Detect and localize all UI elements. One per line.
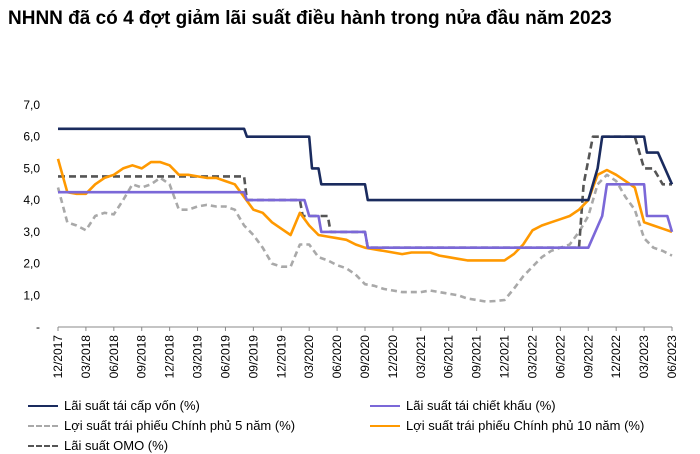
y-tick-label: 3,0 xyxy=(23,225,40,239)
x-tick-label: 12/2017 xyxy=(51,335,65,379)
legend-swatch-omo-rate xyxy=(28,444,58,447)
legend-swatch-bond-5y xyxy=(28,424,58,427)
x-tick-label: 03/2021 xyxy=(414,335,428,379)
series-line-2 xyxy=(56,173,673,303)
y-tick-label: 4,0 xyxy=(23,193,40,207)
legend-label-refinancing-rate: Lãi suất tái cấp vốn (%) xyxy=(64,398,200,413)
x-tick-label: 12/2020 xyxy=(386,335,400,379)
x-tick-label: 03/2019 xyxy=(191,335,205,379)
y-tick-label: - xyxy=(36,320,40,334)
line-chart: 7,0 6,0 5,0 4,0 3,0 2,0 1,0 -12/2017 03/2018 06/2… xyxy=(23,98,679,379)
x-tick-label: 12/2022 xyxy=(609,335,623,379)
legend-swatch-bond-10y xyxy=(370,424,400,427)
x-tick-label: 09/2022 xyxy=(581,335,595,379)
legend-item-bond-5y: Lợi suất trái phiếu Chính phủ 5 năm (%) xyxy=(28,418,295,433)
x-tick-label: 12/2019 xyxy=(274,335,288,379)
series-line-0 xyxy=(58,127,674,202)
series-line-1 xyxy=(58,183,674,249)
x-tick-label: 03/2020 xyxy=(302,335,316,379)
x-tick-label: 03/2022 xyxy=(525,335,539,379)
legend-label-discount-rate: Lãi suất tái chiết khấu (%) xyxy=(406,398,556,413)
x-tick-label: 12/2018 xyxy=(163,335,177,379)
x-tick-label: 06/2020 xyxy=(330,335,344,379)
legend-swatch-discount-rate xyxy=(370,404,400,407)
series-line-3 xyxy=(56,158,673,262)
legend-label-bond-10y: Lợi suất trái phiếu Chính phủ 10 năm (%) xyxy=(406,418,645,433)
x-tick-label: 06/2019 xyxy=(218,335,232,379)
x-tick-label: 03/2018 xyxy=(79,335,93,379)
x-tick-label: 09/2021 xyxy=(470,335,484,379)
y-tick-label: 7,0 xyxy=(23,98,40,112)
x-tick-label: 09/2019 xyxy=(246,335,260,379)
legend-item-bond-10y: Lợi suất trái phiếu Chính phủ 10 năm (%) xyxy=(370,418,644,433)
legend-item-refinancing-rate: Lãi suất tái cấp vốn (%) xyxy=(28,398,200,413)
legend-label-omo-rate: Lãi suất OMO (%) xyxy=(64,438,169,453)
x-tick-label: 03/2023 xyxy=(637,335,651,379)
x-tick-label: 06/2021 xyxy=(442,335,456,379)
y-tick-label: 1,0 xyxy=(23,288,40,302)
legend-item-discount-rate: Lãi suất tái chiết khấu (%) xyxy=(370,398,556,413)
legend-label-bond-5y: Lợi suất trái phiếu Chính phủ 5 năm (%) xyxy=(64,418,296,433)
legend-swatch-refinancing-rate xyxy=(28,404,58,407)
x-tick-label: 09/2020 xyxy=(358,335,372,379)
x-tick-label: 06/2022 xyxy=(553,335,567,379)
chart-title: NHNN đã có 4 đợt giảm lãi suất điều hành… xyxy=(8,8,612,29)
y-tick-label: 5,0 xyxy=(23,161,40,175)
x-tick-label: 12/2021 xyxy=(498,335,512,379)
x-tick-label: 06/2023 xyxy=(665,335,679,379)
y-tick-label: 2,0 xyxy=(23,257,40,271)
legend-item-omo-rate: Lãi suất OMO (%) xyxy=(28,438,168,453)
y-tick-label: 6,0 xyxy=(23,130,40,144)
x-tick-label: 06/2018 xyxy=(107,335,121,379)
x-tick-label: 09/2018 xyxy=(135,335,149,379)
